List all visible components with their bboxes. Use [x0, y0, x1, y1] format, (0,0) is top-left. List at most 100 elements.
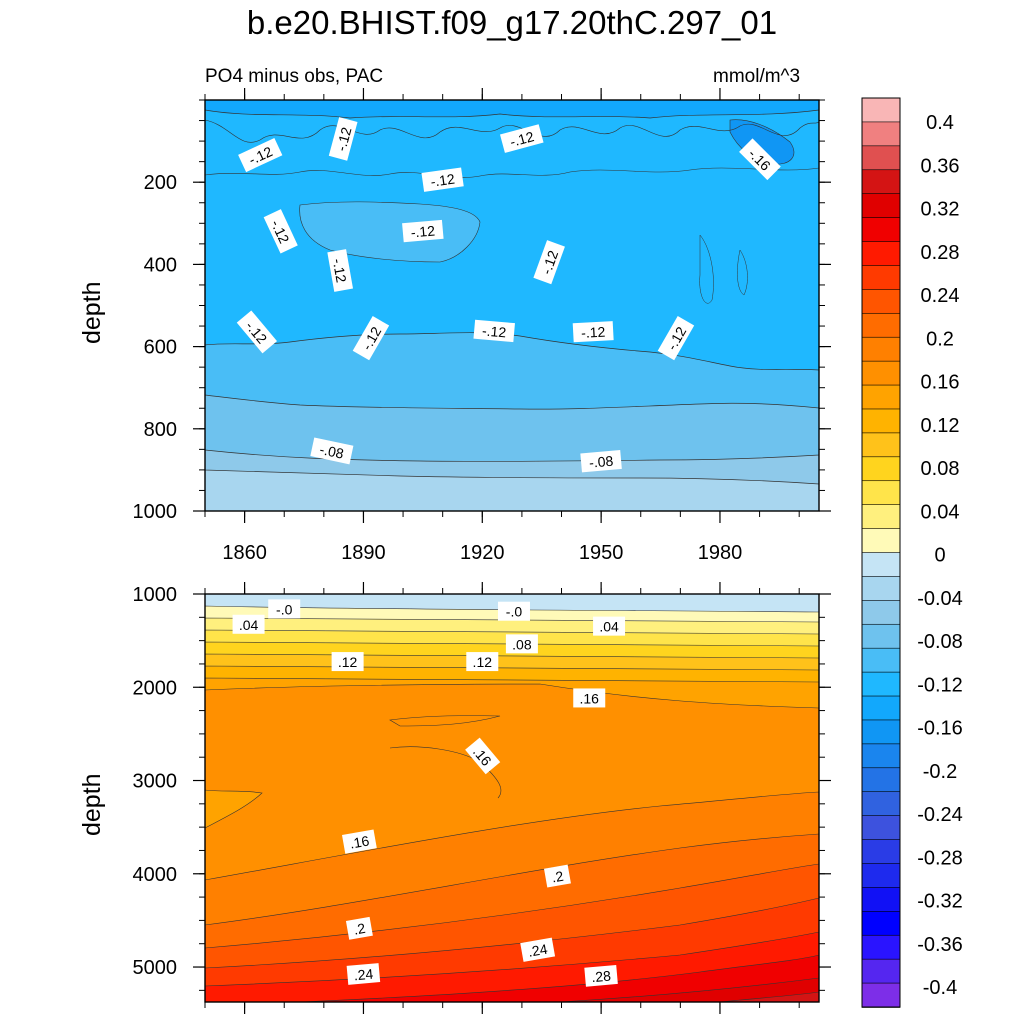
lower-contour-fill: [205, 594, 819, 1002]
contour-label: -.12: [499, 124, 544, 153]
colorbar-swatch: [861, 312, 901, 339]
colorbar-swatch: [861, 767, 901, 793]
colorbar-label: -0.32: [917, 891, 963, 913]
contour-label-text: .24: [353, 966, 374, 984]
contour-label: -.08: [310, 437, 354, 465]
colorbar-swatch: [861, 480, 901, 506]
contour-label: -.12: [533, 240, 565, 285]
colorbar-swatch: [861, 647, 901, 673]
colorbar-label: 0.24: [921, 285, 960, 307]
contour-label: .2: [544, 864, 571, 888]
colorbar-swatch: [861, 623, 901, 649]
colorbar-label: 0.16: [921, 372, 960, 394]
colorbar-swatch: [861, 504, 901, 530]
colorbar-swatch: [861, 145, 901, 171]
colorbar-label: 0.32: [921, 199, 960, 221]
y-tick-label: 200: [144, 172, 177, 194]
colorbar-label: 0.08: [921, 458, 960, 480]
contour-label-text: -.12: [330, 257, 350, 284]
contour-label: -.08: [580, 449, 622, 473]
colorbar-swatch: [861, 958, 901, 984]
contour-label: .12: [331, 652, 364, 672]
colorbar-label: 0.04: [921, 501, 960, 523]
contour-label-text: .16: [580, 690, 600, 706]
colorbar-label: -0.28: [917, 847, 963, 869]
y-tick-label: 800: [144, 419, 177, 441]
contour-label: -.12: [572, 321, 614, 343]
colorbar-swatch: [861, 863, 901, 889]
colorbar-label: -0.12: [917, 674, 963, 696]
contour-label: -.12: [421, 167, 464, 192]
colorbar-label: -0.08: [917, 631, 963, 653]
x-tick-label: 1980: [698, 542, 743, 564]
y-tick-label: 1000: [133, 584, 178, 606]
colorbar-label: -0.2: [923, 761, 957, 783]
y-tick-label: 3000: [133, 771, 178, 793]
colorbar-label: 0.28: [921, 242, 960, 264]
contour-label-text: .12: [338, 654, 358, 670]
contour-label-text: -.12: [410, 222, 436, 240]
colorbar-label: 0.12: [921, 415, 960, 437]
contour-label-text: .2: [550, 868, 564, 886]
colorbar-swatch: [861, 791, 901, 817]
upper-contour-panel: 1860 1890 1920 1950 1980 200 400 600 800 1000 -.…: [133, 88, 831, 564]
colorbar-swatch: [861, 121, 901, 147]
colorbar-label: 0: [934, 545, 945, 567]
colorbar-swatch: [861, 552, 901, 578]
contour-label-text: .04: [239, 617, 259, 633]
y-tick-label: 4000: [133, 864, 178, 886]
units-label: mmol/m^3: [713, 66, 801, 87]
contour-label-text: -.12: [430, 171, 456, 190]
chart-title: b.e20.BHIST.f09_g17.20thC.297_01: [246, 4, 778, 41]
colorbar-label: -0.24: [917, 804, 963, 826]
colorbar-swatch: [861, 97, 901, 123]
contour-label: .2: [345, 916, 373, 940]
upper-x-ticks: 1860 1890 1920 1950 1980: [204, 88, 800, 564]
contour-label: -.0: [268, 599, 301, 619]
colorbar-swatch: [861, 528, 901, 554]
contour-label-text: .24: [527, 941, 549, 960]
colorbar-swatch: [861, 456, 901, 482]
contour-label: .16: [573, 688, 606, 708]
colorbar-swatch: [861, 336, 901, 362]
y-tick-label: 600: [144, 337, 177, 359]
contour-label-text: .12: [473, 654, 493, 670]
contour-label: .08: [505, 634, 538, 654]
colorbar-label: -0.16: [917, 718, 963, 740]
lower-y-ticks: 1000 2000 3000 4000 5000: [133, 584, 831, 991]
colorbar-swatch: [861, 265, 901, 291]
contour-label-text: .2: [352, 920, 366, 938]
contour-label-text: -.08: [318, 441, 345, 462]
y-tick-label: 400: [144, 254, 177, 276]
contour-label: -.12: [402, 219, 444, 243]
x-tick-label: 1920: [460, 542, 505, 564]
contour-label: .04: [232, 614, 265, 634]
contour-label-text: -.12: [581, 324, 606, 341]
colorbar-swatch: [861, 169, 901, 195]
x-tick-label: 1890: [341, 542, 386, 564]
colorbar-swatch: [861, 671, 901, 697]
colorbar-swatch: [861, 360, 901, 386]
contour-label-text: -.0: [506, 604, 523, 620]
y-tick-label: 2000: [133, 677, 178, 699]
colorbar-swatch: [861, 241, 901, 267]
contour-label-text: .08: [512, 636, 532, 652]
colorbar: 0.4 0.36 0.32 0.28 0.24 0.2 0.16 0.12 0.08 0.04 0 -…: [861, 97, 963, 1008]
colorbar-swatch: [861, 695, 901, 721]
colorbar-swatch: [861, 193, 901, 219]
contour-label-text: .04: [599, 619, 619, 635]
colorbar-label: 0.36: [921, 155, 960, 177]
left-subtitle: PO4 minus obs, PAC: [205, 66, 384, 87]
contour-label: .12: [466, 652, 499, 672]
contour-label: .24: [520, 937, 556, 962]
colorbar-swatch: [861, 289, 901, 315]
contour-label-text: .28: [591, 968, 612, 986]
contour-label: -.0: [497, 601, 530, 621]
colorbar-swatch: [861, 576, 901, 602]
contour-label: .16: [341, 829, 377, 854]
contour-label-text: -.12: [481, 322, 507, 340]
contour-label-text: -.08: [588, 453, 614, 471]
colorbar-swatch: [861, 719, 901, 745]
contour-label: .24: [346, 963, 381, 985]
